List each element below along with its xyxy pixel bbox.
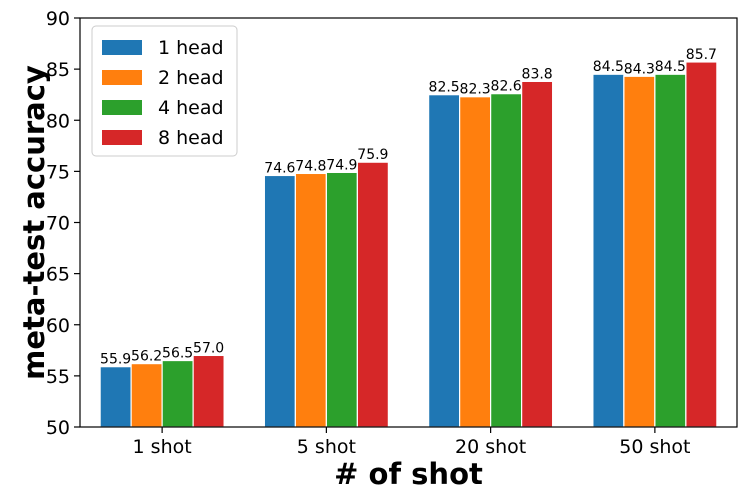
legend-label: 1 head <box>158 37 224 59</box>
bar-value-label: 84.3 <box>624 61 655 77</box>
bar-value-label: 83.8 <box>522 66 553 82</box>
legend-label: 4 head <box>158 97 224 119</box>
bars-layer <box>99 61 718 428</box>
bar <box>685 61 718 428</box>
bar-value-label: 75.9 <box>357 147 388 163</box>
bar <box>130 363 163 428</box>
bar-value-label: 55.9 <box>100 352 131 368</box>
bar <box>490 93 523 428</box>
bar <box>294 172 327 428</box>
y-axis-title: meta-test accuracy <box>17 65 51 380</box>
y-tick-label: 60 <box>46 315 70 337</box>
bar <box>161 359 194 428</box>
bar-value-label: 84.5 <box>655 59 686 75</box>
x-tick-label: 50 shot <box>619 436 690 458</box>
bar-value-label: 82.6 <box>491 79 522 95</box>
bar-value-label: 82.5 <box>429 80 460 96</box>
bar-value-label: 57.0 <box>193 340 224 356</box>
bar <box>263 174 296 428</box>
y-tick-label: 50 <box>46 417 70 439</box>
legend-swatch <box>102 130 142 145</box>
y-axis: 50 55 60 65 70 75 80 85 90 <box>46 8 80 439</box>
y-tick-label: 70 <box>46 213 70 235</box>
bar-value-label: 56.2 <box>131 349 162 365</box>
x-tick-label: 5 shot <box>297 436 356 458</box>
bar <box>192 354 225 428</box>
bar-value-label: 85.7 <box>686 47 717 63</box>
x-axis: 1 shot 5 shot 20 shot 50 shot <box>133 427 690 458</box>
legend-box <box>91 25 238 157</box>
y-tick-label: 55 <box>46 366 70 388</box>
legend-label: 8 head <box>158 127 224 149</box>
bar-value-label: 74.8 <box>295 158 326 174</box>
bar <box>325 171 358 428</box>
bar-value-label: 82.3 <box>460 82 491 98</box>
y-tick-label: 65 <box>46 264 70 286</box>
legend-swatch <box>102 40 142 55</box>
legend-label: 2 head <box>158 67 224 89</box>
bar-value-label: 74.9 <box>326 157 357 173</box>
bar-value-label: 74.6 <box>264 160 295 176</box>
y-tick-label: 90 <box>46 8 70 30</box>
bar-value-label: 56.5 <box>162 346 193 362</box>
plot-frame <box>79 17 738 428</box>
legend-swatch <box>102 100 142 115</box>
y-tick-label: 80 <box>46 110 70 132</box>
x-tick-label: 1 shot <box>133 436 192 458</box>
legend-swatch <box>102 70 142 85</box>
bar-labels-layer: 55.9 56.2 56.5 57.0 74.6 74.8 74.975.9 82.5 82.3… <box>100 47 717 368</box>
x-axis-title: # of shot <box>334 457 483 491</box>
y-tick-label: 85 <box>46 59 70 81</box>
bar <box>428 94 461 428</box>
bar <box>623 75 656 428</box>
bar <box>592 73 625 428</box>
y-tick-label: 75 <box>46 161 70 183</box>
bar <box>654 73 687 428</box>
bar <box>99 366 132 428</box>
legend: 1 head 2 head 4 head 8 head <box>91 25 238 157</box>
bar <box>521 80 554 428</box>
bar <box>356 161 389 428</box>
x-tick-label: 20 shot <box>455 436 526 458</box>
bar-value-label: 84.5 <box>593 59 624 75</box>
bar <box>459 96 492 428</box>
